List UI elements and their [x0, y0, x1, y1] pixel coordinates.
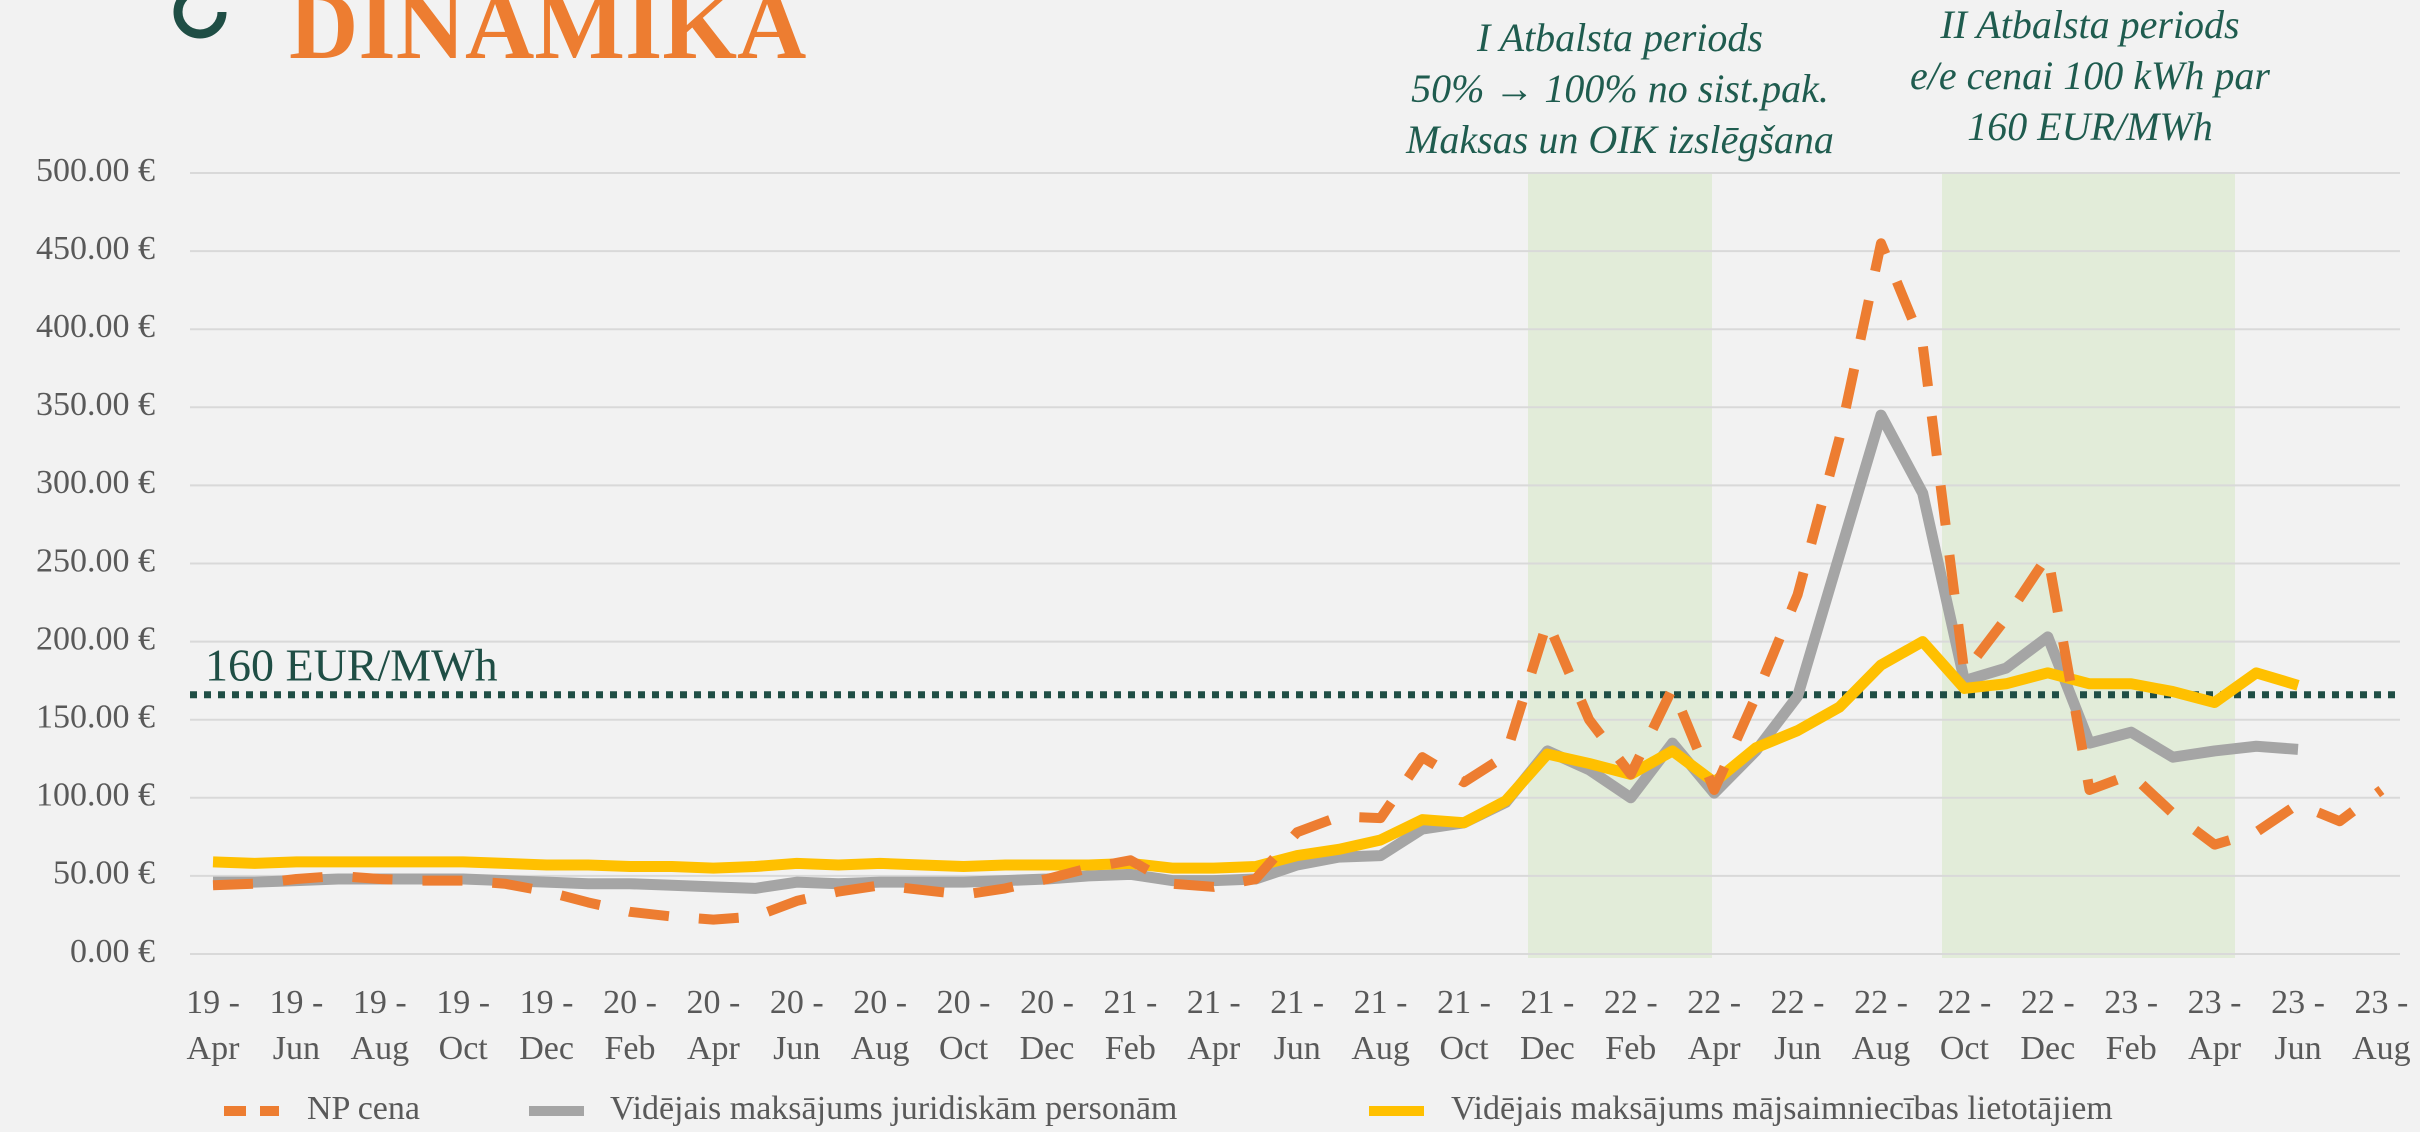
x-tick-label: 21 - Dec: [1520, 984, 1575, 1067]
y-tick-label: 0.00 €: [70, 933, 155, 970]
annotation: I Atbalsta periods: [1476, 15, 1763, 60]
y-tick-label: 300.00 €: [36, 464, 155, 501]
x-tick-label: 21 - Oct: [1437, 984, 1491, 1067]
y-tick-label: 150.00 €: [36, 698, 155, 735]
legend-label: Vidējais maksājums mājsaimniecības lieto…: [1451, 1090, 2113, 1127]
series-line: [212, 636, 2300, 874]
x-tick-label: 21 - Jun: [1270, 984, 1325, 1067]
support-period-1: [1528, 173, 1712, 958]
x-tick-label: 22 - Apr: [1687, 984, 1742, 1067]
annotation: Maksas un OIK izslēgšana: [1405, 117, 1834, 162]
reference-label: 160 EUR/MWh: [205, 640, 498, 691]
annotation: 160 EUR/MWh: [1967, 104, 2213, 149]
annotation: e/e cenai 100 kWh par: [1910, 53, 2270, 98]
x-tick-label: 20 - Feb: [603, 984, 657, 1067]
y-tick-label: 250.00 €: [36, 542, 155, 579]
y-tick-label: 50.00 €: [53, 855, 155, 892]
x-tick-label: 20 - Dec: [1019, 984, 1075, 1067]
y-tick-label: 350.00 €: [36, 386, 155, 423]
y-tick-label: 450.00 €: [36, 230, 155, 267]
x-tick-label: 21 - Apr: [1186, 984, 1241, 1067]
chart-title: DINAMIKA: [289, 0, 806, 79]
x-tick-label: 20 - Jun: [769, 984, 824, 1067]
logo-fragment: [173, 0, 227, 39]
y-tick-label: 400.00 €: [36, 308, 155, 345]
x-tick-label: 22 - Jun: [1770, 984, 1825, 1067]
annotation: II Atbalsta periods: [1939, 2, 2239, 47]
x-tick-label: 19 - Apr: [186, 984, 240, 1067]
x-tick-label: 23 - Aug: [2352, 984, 2411, 1067]
x-tick-label: 22 - Dec: [2020, 984, 2076, 1067]
x-tick-label: 20 - Aug: [850, 984, 910, 1067]
x-tick-label: 22 - Feb: [1603, 984, 1658, 1067]
x-tick-label: 22 - Oct: [1937, 984, 1992, 1067]
x-tick-label: 21 - Aug: [1351, 984, 1410, 1067]
legend-label: Vidējais maksājums juridiskām personām: [610, 1090, 1177, 1127]
y-tick-label: 100.00 €: [36, 777, 155, 814]
x-tick-label: 20 - Oct: [936, 984, 991, 1067]
y-tick-label: 500.00 €: [36, 152, 155, 189]
x-tick-label: 23 - Jun: [2271, 984, 2325, 1067]
x-tick-label: 23 - Apr: [2187, 984, 2242, 1067]
x-tick-label: 22 - Aug: [1851, 984, 1911, 1067]
annotation: 50% → 100% no sist.pak.: [1411, 66, 1829, 111]
x-tick-label: 19 - Oct: [436, 984, 491, 1067]
x-tick-label: 19 - Dec: [519, 984, 574, 1067]
legend-label: NP cena: [307, 1090, 420, 1127]
x-tick-label: 19 - Aug: [350, 984, 410, 1067]
series-line: [212, 238, 2385, 925]
y-tick-label: 200.00 €: [36, 620, 155, 657]
x-tick-label: 21 - Feb: [1103, 984, 1158, 1067]
x-tick-label: 20 - Apr: [686, 984, 741, 1067]
x-tick-label: 23 - Feb: [2104, 984, 2159, 1067]
x-tick-label: 19 - Jun: [269, 984, 324, 1067]
support-period-2: [1942, 173, 2235, 958]
